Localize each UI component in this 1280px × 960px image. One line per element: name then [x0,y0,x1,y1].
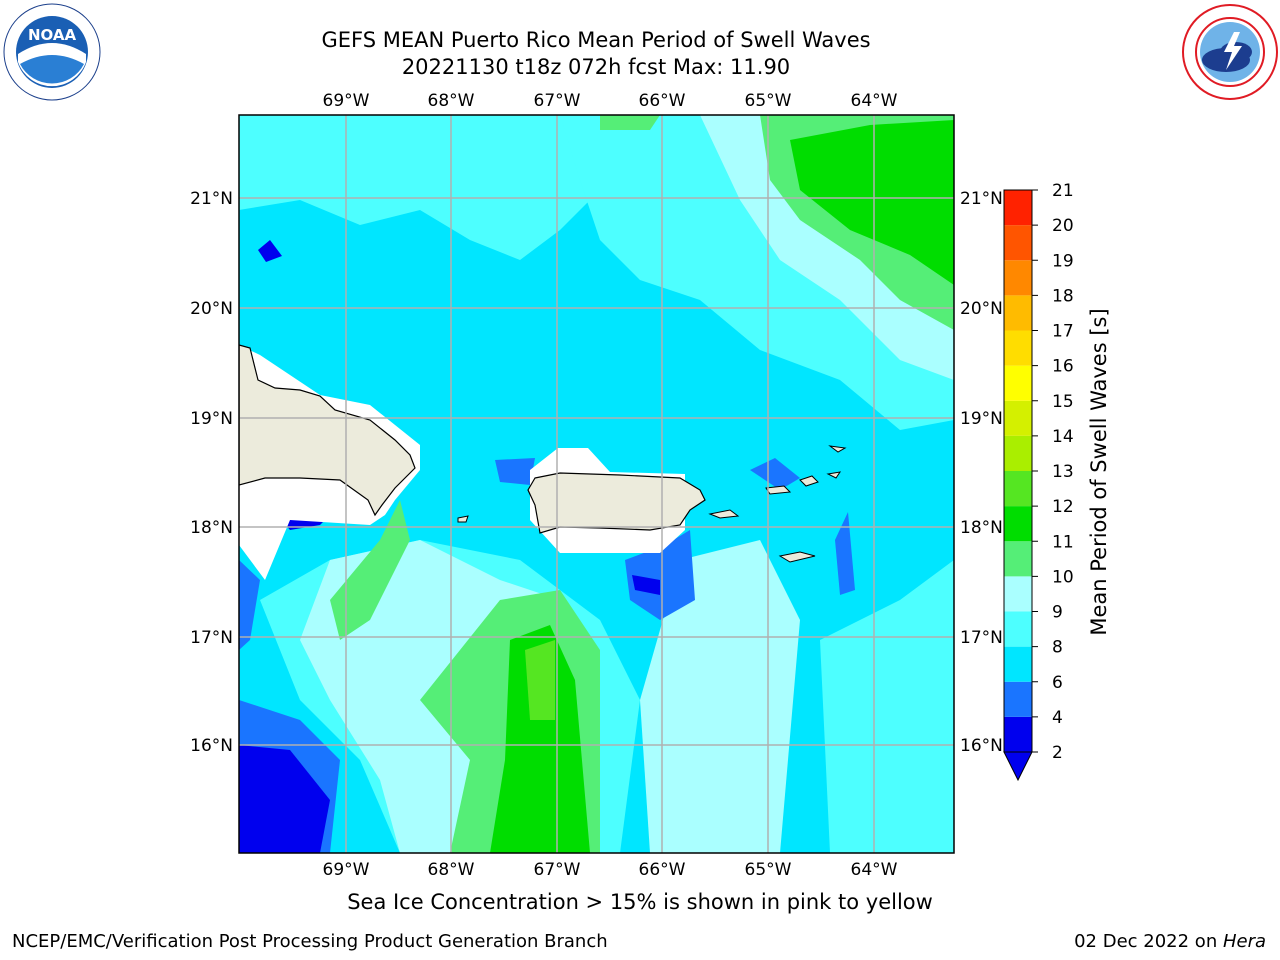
hispaniola-land [239,344,416,517]
lat-tick-label-right: 18°N [960,518,1003,538]
lon-tick-label-bottom: 69°W [323,860,370,880]
lon-tick-label-top: 67°W [534,91,581,111]
lat-tick-label-left: 19°N [190,409,233,429]
colorbar-segment [1004,716,1032,752]
colorbar-tick-label: 2 [1052,743,1063,763]
colorbar-tick-label: 10 [1052,567,1074,587]
lat-tick-label-left: 20°N [190,299,233,319]
field-lt-2-d [258,240,282,262]
lon-tick-label-bottom: 65°W [745,860,792,880]
lat-tick-label-left: 16°N [190,736,233,756]
footer-date: 02 Dec 2022 on Hera [1074,931,1266,952]
field-9-10-d [640,540,800,853]
colorbar-segment [1004,225,1032,261]
colorbar-segment [1004,471,1032,507]
colorbar-tick-label: 17 [1052,322,1074,342]
swell-period-field [239,115,954,853]
field-10-11-b [600,115,660,130]
colorbar-segment [1004,295,1032,331]
colorbar-tick-label: 9 [1052,603,1063,623]
colorbar-segment [1004,365,1032,401]
nws-logo [1182,4,1278,100]
colorbar-segment [1004,330,1032,366]
colorbar: 2 4 6 8 9 10 11 12 13 14 15 16 17 18 19 20 21 [1003,181,1074,782]
colorbar-extend-arrow [1003,751,1033,782]
lon-tick-label-top: 64°W [851,91,898,111]
footer-credit: NCEP/EMC/Verification Post Processing Pr… [12,931,608,952]
colorbar-tick-label: 12 [1052,497,1074,517]
colorbar-tick-label: 19 [1052,251,1074,271]
footer-date-text: 02 Dec 2022 on [1074,931,1223,952]
colorbar-segment [1004,646,1032,682]
colorbar-tick-label: 20 [1052,216,1074,236]
colorbar-tick-label: 11 [1052,532,1074,552]
mona-island-land [457,515,469,523]
lat-tick-label-left: 18°N [190,518,233,538]
field-8-9-e [820,560,954,853]
lon-tick-label-top: 66°W [639,91,686,111]
puerto-rico-land [527,472,706,534]
lon-tick-label-top: 68°W [428,91,475,111]
field-8-9-a [239,115,610,260]
lon-tick-label-bottom: 66°W [639,860,686,880]
lat-tick-label-left: 17°N [190,628,233,648]
lon-tick-label-bottom: 67°W [534,860,581,880]
colorbar-tick-label: 4 [1052,708,1063,728]
colorbar-segment [1004,435,1032,471]
colorbar-label: Mean Period of Swell Waves [s] [1087,308,1111,635]
field-max-core [525,640,555,720]
colorbar-segment [1004,190,1032,226]
field-2-4-e [495,458,535,485]
colorbar-tick-label: 8 [1052,638,1063,658]
colorbar-tick-label: 6 [1052,673,1063,693]
st-croix-land [778,551,816,563]
lon-tick-label-top: 69°W [323,91,370,111]
field-2-4-f [835,512,855,595]
colorbar-tick-label: 13 [1052,462,1074,482]
colorbar-segment [1004,576,1032,612]
field-2-4-b [239,560,260,650]
lon-tick-label-bottom: 64°W [851,860,898,880]
field-2-4-d [750,458,800,490]
colorbar-segment [1004,611,1032,647]
field-11-12-a [790,120,954,285]
lat-tick-label-right: 16°N [960,736,1003,756]
field-lt-2-a [239,745,330,853]
colorbar-segment [1004,260,1032,296]
map-title: GEFS MEAN Puerto Rico Mean Period of Swe… [321,28,871,52]
colorbar-tick-label: 14 [1052,427,1074,447]
lat-tick-label-left: 21°N [190,189,233,209]
virgin-islands-land [765,445,847,495]
field-10-11-d [330,500,410,640]
colorbar-tick-label: 18 [1052,286,1074,306]
colorbar-tick-label: 15 [1052,392,1074,412]
colorbar-segment [1004,400,1032,436]
lat-tick-label-right: 20°N [960,299,1003,319]
lon-tick-label-top: 65°W [745,91,792,111]
lon-tick-label-bottom: 68°W [428,860,475,880]
map-frame [238,114,955,854]
colorbar-tick-label: 16 [1052,357,1074,377]
colorbar-segment [1004,541,1032,577]
map-axis-labels: 69°W 69°W 68°W 68°W 67°W 67°W 66°W 66°W 65°W 65°W… [190,91,1003,880]
field-2-4-c [625,530,695,620]
field-lt-2-c [632,575,660,595]
lat-tick-label-right: 21°N [960,189,1003,209]
lat-tick-label-right: 19°N [960,409,1003,429]
noaa-logo: NOAA [3,3,101,101]
sea-ice-caption: Sea Ice Concentration > 15% is shown in … [347,890,933,914]
colorbar-segment [1004,506,1032,542]
lat-tick-label-right: 17°N [960,628,1003,648]
colorbar-tick-label: 21 [1052,181,1074,201]
vieques-land [708,509,740,519]
colorbar-segment [1004,681,1032,717]
footer-machine: Hera [1222,931,1266,952]
noaa-logo-text: NOAA [28,26,77,44]
map-gridlines [239,115,954,853]
field-11-12-b [490,625,590,853]
map-subtitle: 20221130 t18z 072h fcst Max: 11.90 [401,55,791,79]
